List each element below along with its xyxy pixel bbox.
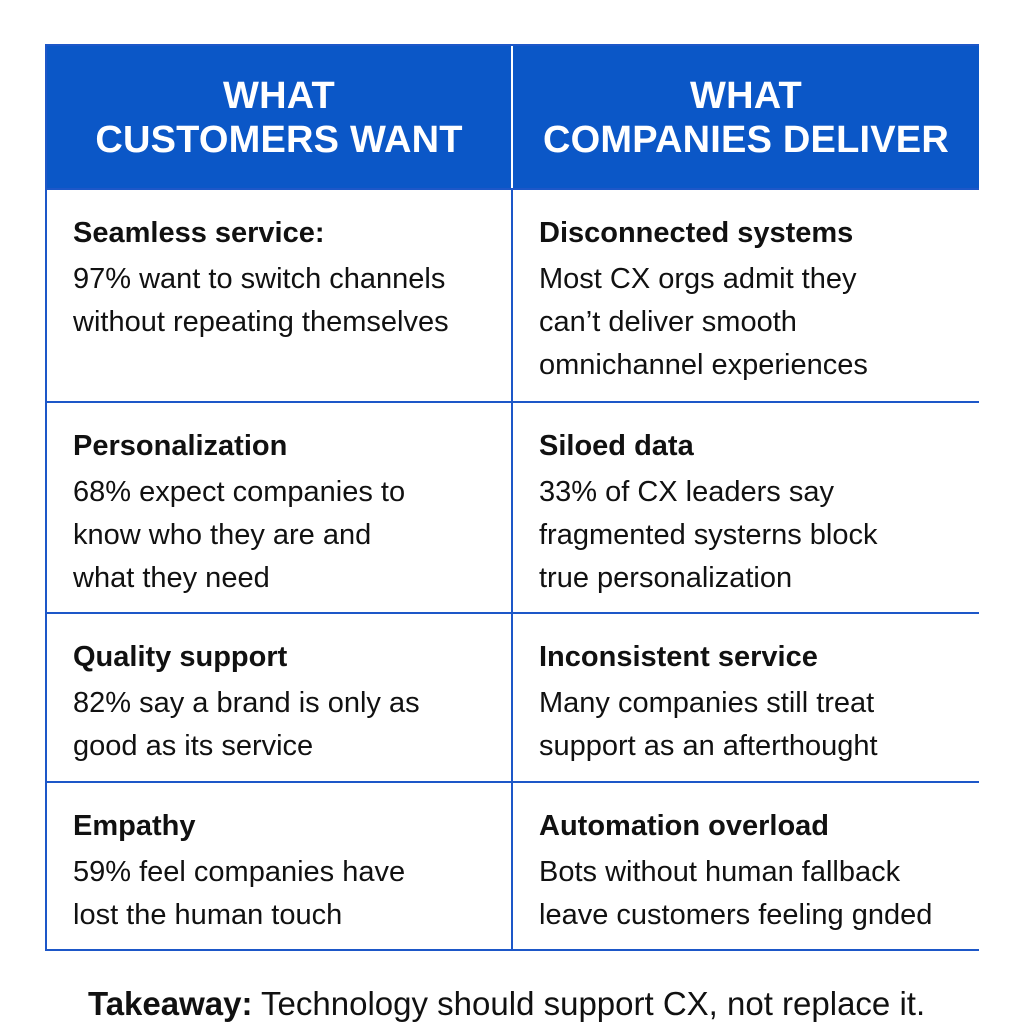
header-companies-deliver-text: WHAT COMPANIES DELIVER — [543, 75, 949, 161]
deliver-body: 33% of CX leaders say fragmented systern… — [539, 476, 878, 594]
deliver-body: Many companies still treat support as an… — [539, 687, 878, 762]
want-body: 82% say a brand is only as good as its s… — [73, 687, 420, 762]
takeaway-text: Technology should support CX, not replac… — [252, 985, 926, 1022]
header-companies-deliver: WHAT COMPANIES DELIVER — [513, 46, 979, 188]
deliver-body: Bots without human fallback leave custom… — [539, 856, 933, 931]
want-cell-personalization: Personalization 68% expect companies to … — [47, 401, 513, 612]
want-cell-empathy: Empathy 59% feel companies have lost the… — [47, 781, 513, 949]
deliver-title: Disconnected systems — [539, 217, 854, 249]
want-body: 68% expect companies to know who they ar… — [73, 476, 406, 594]
deliver-title: Siloed data — [539, 430, 694, 462]
deliver-cell-inconsistent: Inconsistent service Many companies stil… — [513, 612, 979, 781]
deliver-cell-siloed: Siloed data 33% of CX leaders say fragme… — [513, 401, 979, 612]
deliver-title: Inconsistent service — [539, 641, 818, 673]
want-title: Empathy — [73, 810, 196, 842]
want-cell-quality: Quality support 82% say a brand is only … — [47, 612, 513, 781]
header-customers-want: WHAT CUSTOMERS WANT — [47, 46, 513, 188]
want-title: Seamless service: — [73, 217, 325, 249]
want-title: Quality support — [73, 641, 288, 673]
deliver-body: Most CX orgs admit they can’t deliver sm… — [539, 263, 868, 381]
deliver-title: Automation overload — [539, 810, 830, 842]
want-body: 97% want to switch channels without repe… — [73, 263, 449, 338]
takeaway-label: Takeaway: — [88, 985, 253, 1022]
want-cell-seamless: Seamless service: 97% want to switch cha… — [47, 188, 513, 401]
takeaway-line: Takeaway: Technology should support CX, … — [88, 982, 925, 1026]
deliver-cell-automation: Automation overload Bots without human f… — [513, 781, 979, 949]
deliver-cell-disconnected: Disconnected systems Most CX orgs admit … — [513, 188, 979, 401]
header-customers-want-text: WHAT CUSTOMERS WANT — [95, 75, 463, 161]
want-title: Personalization — [73, 430, 288, 462]
want-body: 59% feel companies have lost the human t… — [73, 856, 406, 931]
comparison-table: WHAT CUSTOMERS WANT WHAT COMPANIES DELIV… — [45, 44, 979, 951]
